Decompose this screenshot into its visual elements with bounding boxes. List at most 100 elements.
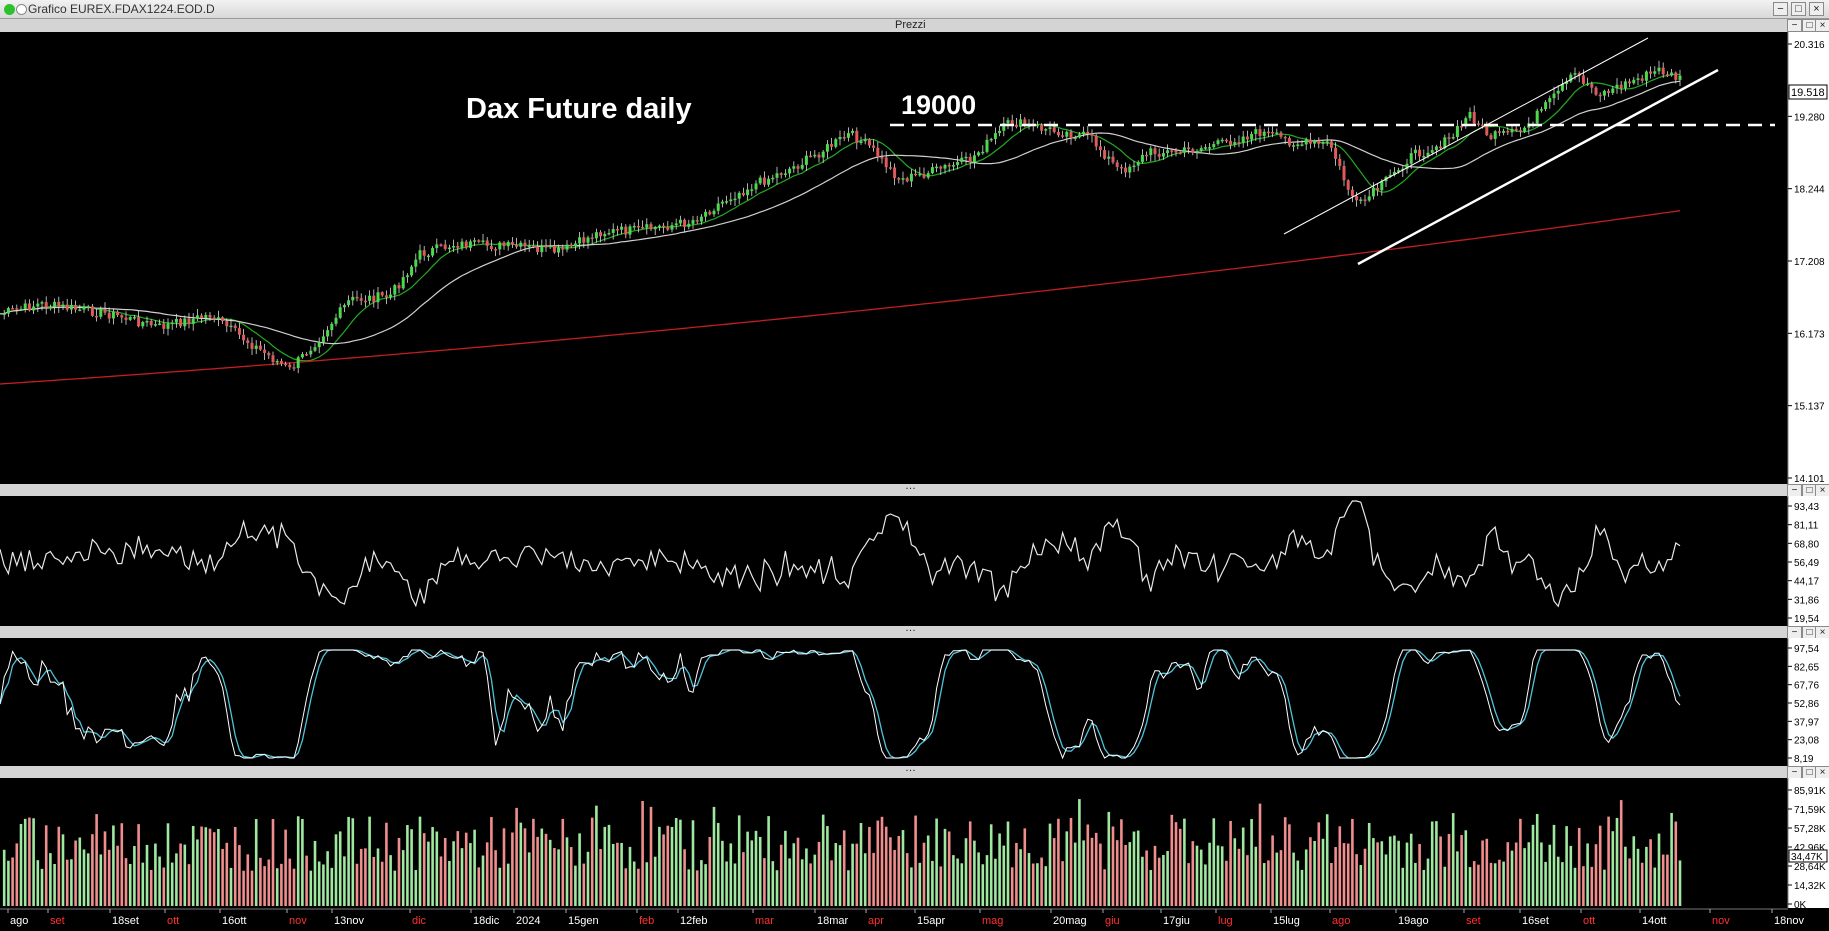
oscillator-axis-background bbox=[1788, 496, 1829, 626]
volume-bar bbox=[1162, 854, 1165, 906]
candle-body bbox=[90, 306, 94, 316]
volume-bar bbox=[401, 850, 405, 906]
candle-body bbox=[1632, 79, 1636, 84]
candle-body bbox=[1556, 90, 1560, 94]
candle-body bbox=[1182, 147, 1186, 153]
candle-body bbox=[1371, 188, 1375, 197]
candle-body bbox=[510, 241, 514, 245]
candle-body bbox=[1266, 131, 1270, 134]
volume-bar bbox=[82, 849, 86, 906]
volume-bar bbox=[674, 818, 678, 906]
volume-bar bbox=[1250, 819, 1253, 906]
volume-bar bbox=[1351, 818, 1354, 906]
volume-bar bbox=[1548, 844, 1552, 906]
candle-body bbox=[40, 302, 44, 304]
candle-body bbox=[1019, 119, 1023, 127]
candle-body bbox=[670, 225, 674, 230]
candle-body bbox=[531, 245, 535, 247]
volume-bar bbox=[1288, 824, 1291, 906]
candle-body bbox=[1569, 74, 1573, 82]
volume-bar bbox=[758, 836, 762, 906]
volume-bar bbox=[11, 857, 14, 906]
volume-bar bbox=[389, 855, 392, 906]
close-button[interactable]: × bbox=[1809, 2, 1824, 16]
candle-body bbox=[897, 178, 901, 180]
price-pane-minimize-button[interactable]: − bbox=[1787, 19, 1802, 32]
candle-body bbox=[1208, 147, 1212, 149]
candle-body bbox=[1565, 81, 1569, 84]
candle-body bbox=[1275, 132, 1279, 135]
volume-bar bbox=[1636, 848, 1640, 906]
volume-bar bbox=[301, 818, 304, 906]
candle-body bbox=[901, 178, 905, 180]
volume-bar bbox=[603, 826, 607, 906]
candle-body bbox=[82, 307, 86, 310]
volume-bar bbox=[1187, 863, 1190, 906]
oscillator-pane-header[interactable]: … − □ × bbox=[0, 480, 1829, 497]
candle-body bbox=[1296, 144, 1300, 146]
candle-body bbox=[914, 173, 918, 176]
candle-body bbox=[1187, 147, 1191, 150]
volume-bar bbox=[456, 831, 460, 906]
volume-bar bbox=[1321, 838, 1325, 906]
candle-body bbox=[1674, 72, 1678, 80]
stochastic-pane-header[interactable]: … − □ × bbox=[0, 622, 1829, 639]
candle-body bbox=[1405, 163, 1409, 169]
oscillator-pane-minimize-button[interactable]: − bbox=[1787, 484, 1802, 497]
volume-bar bbox=[1069, 817, 1073, 906]
volume-bar bbox=[1325, 814, 1329, 906]
volume-bar bbox=[876, 820, 880, 906]
price-axis-tick-label: 17.208 bbox=[1794, 257, 1825, 268]
candle-body bbox=[884, 157, 888, 168]
candle-body bbox=[800, 164, 804, 169]
volume-bar bbox=[1430, 821, 1434, 906]
candle-body bbox=[720, 201, 724, 204]
volume-bar bbox=[288, 858, 292, 906]
candle-body bbox=[1644, 71, 1648, 81]
volume-bar bbox=[1535, 813, 1539, 906]
maximize-button[interactable]: □ bbox=[1791, 2, 1806, 16]
candle-body bbox=[947, 165, 951, 167]
volume-bar bbox=[254, 819, 258, 906]
candle-body bbox=[1304, 139, 1308, 145]
volume-bar bbox=[662, 834, 665, 906]
volume-bar bbox=[506, 863, 510, 906]
candle-body bbox=[964, 156, 968, 159]
candle-body bbox=[1098, 146, 1102, 151]
volume-bar bbox=[973, 840, 976, 906]
volume-bar bbox=[628, 846, 632, 906]
candle-body bbox=[1439, 146, 1443, 149]
candle-body bbox=[1443, 137, 1447, 149]
volume-pane-header[interactable]: … − □ × bbox=[0, 762, 1829, 779]
volume-bar bbox=[1258, 803, 1262, 906]
oscillator-chart[interactable]: 93,43 81,11 68,80 56,49 44,17 31,86 19,54 bbox=[0, 496, 1829, 626]
stochastic-chart[interactable]: 97,54 82,65 67,76 52,86 37,97 23,08 8,19 bbox=[0, 638, 1829, 766]
volume-bar bbox=[305, 855, 308, 906]
candle-body bbox=[300, 354, 304, 358]
window-menu-icon[interactable] bbox=[16, 4, 27, 15]
volume-bar bbox=[99, 854, 103, 906]
volume-bar bbox=[200, 826, 203, 906]
candle-body bbox=[443, 244, 447, 249]
price-pane-close-button[interactable]: × bbox=[1815, 19, 1829, 32]
volume-bar bbox=[754, 830, 758, 906]
volume-bar bbox=[868, 826, 871, 906]
candle-body bbox=[813, 154, 817, 157]
minimize-button[interactable]: − bbox=[1773, 2, 1788, 16]
volume-bar bbox=[183, 844, 187, 906]
stochastic-axis-tick-label: 37,97 bbox=[1794, 717, 1819, 728]
price-chart[interactable]: 20.316 19.280 18.244 17.208 16.173 15.137 14.1… bbox=[0, 32, 1829, 484]
volume-bar bbox=[532, 818, 535, 906]
candle-body bbox=[804, 155, 808, 165]
candle-body bbox=[1611, 88, 1615, 93]
candle-body bbox=[1313, 140, 1317, 144]
volume-chart[interactable]: 85,91K 71,59K 57,28K 42,96K 28,64K 14,32K 0K 3… bbox=[0, 778, 1829, 908]
candle-body bbox=[317, 342, 321, 348]
candle-body bbox=[498, 242, 502, 250]
volume-bar bbox=[1531, 824, 1535, 906]
candle-body bbox=[1233, 142, 1237, 146]
volume-bar bbox=[452, 841, 455, 906]
candle-body bbox=[187, 318, 191, 324]
candle-body bbox=[888, 167, 892, 169]
volume-bar bbox=[330, 867, 334, 906]
